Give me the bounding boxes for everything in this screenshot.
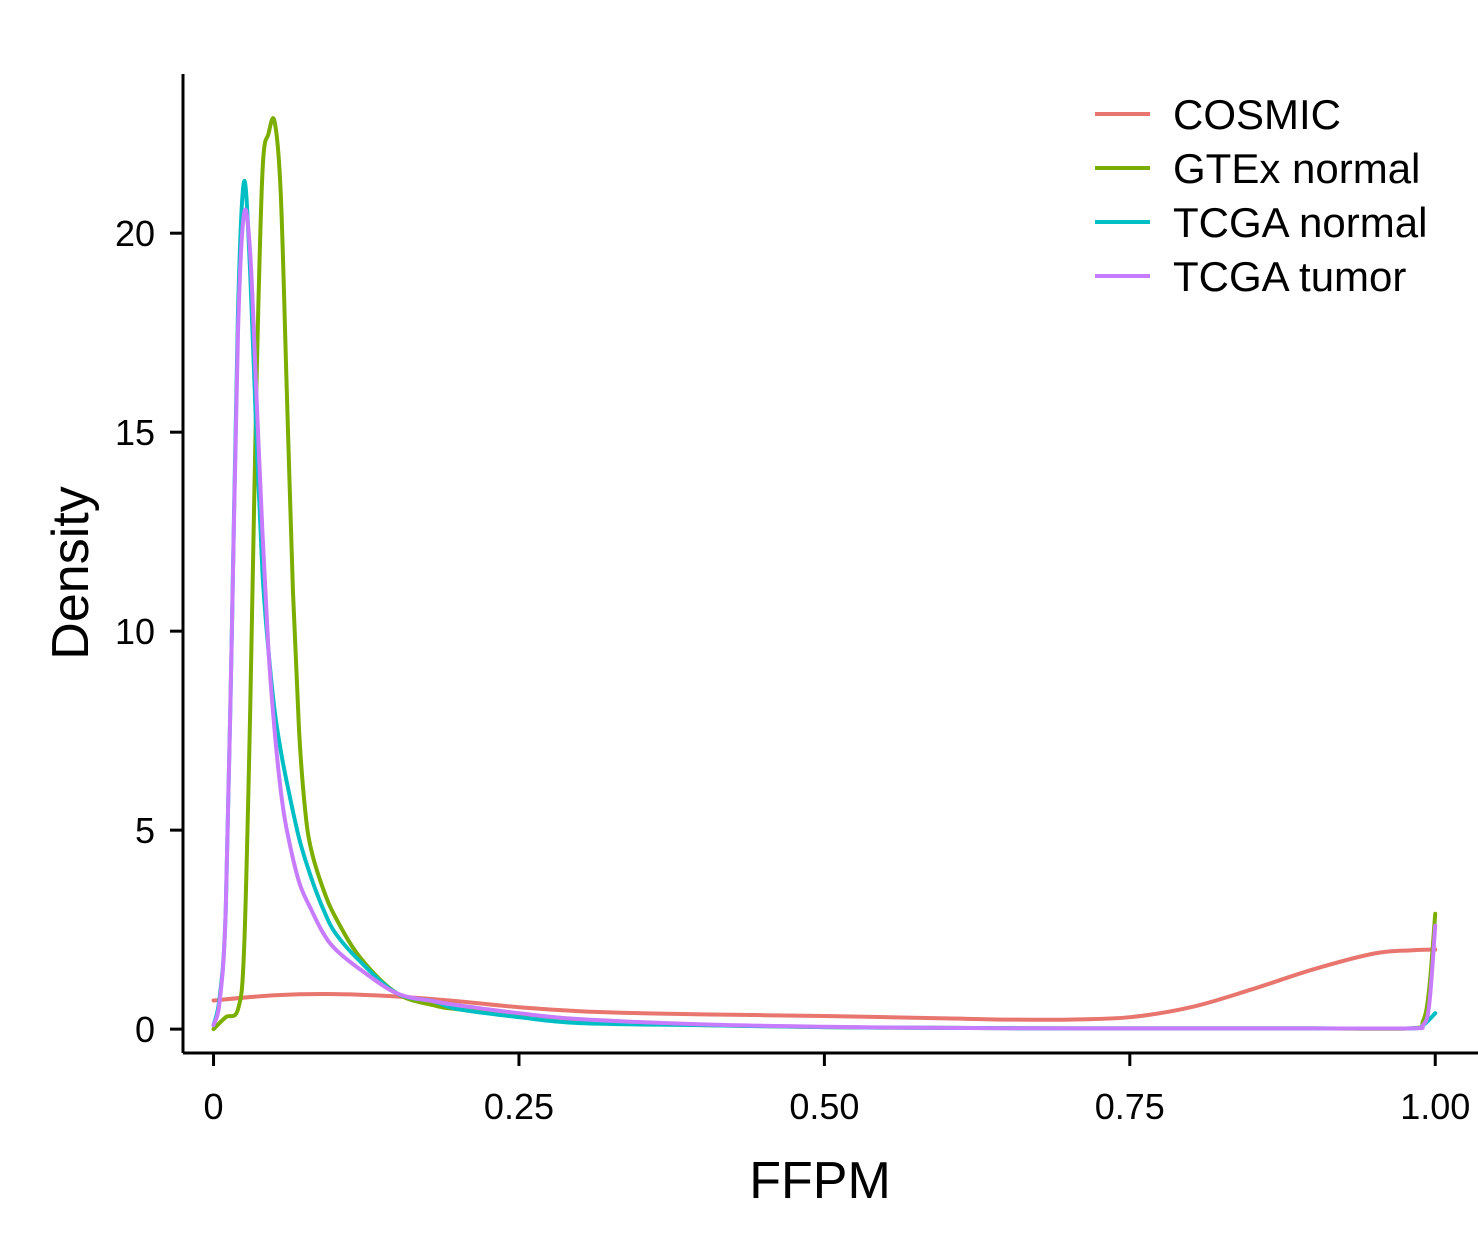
- y-axis-title: Density: [42, 486, 100, 659]
- x-axis-ticks: 0 0.25 0.50 0.75 1.00: [204, 1053, 1470, 1127]
- y-tick-label: 10: [115, 611, 155, 652]
- x-tick-label: 1.00: [1400, 1086, 1470, 1127]
- legend-label: GTEx normal: [1173, 145, 1420, 192]
- series-line-tcga-normal: [211, 179, 1438, 1031]
- x-tick-label: 0.25: [484, 1086, 554, 1127]
- y-tick-label: 0: [135, 1009, 155, 1050]
- legend-label: TCGA tumor: [1173, 253, 1406, 300]
- legend: COSMIC GTEx normal TCGA normal TCGA tumor: [1095, 91, 1427, 300]
- y-axis-ticks: 0 5 10 15 20: [115, 213, 183, 1050]
- y-tick-label: 20: [115, 213, 155, 254]
- x-axis-title: FFPM: [749, 1152, 891, 1210]
- y-tick-label: 15: [115, 412, 155, 453]
- series-lines: [211, 116, 1438, 1032]
- x-tick-label: 0.50: [789, 1086, 859, 1127]
- legend-label: TCGA normal: [1173, 199, 1427, 246]
- series-line-cosmic: [211, 947, 1438, 1022]
- series-line-tcga-tumor: [211, 207, 1438, 1031]
- x-tick-label: 0: [204, 1086, 224, 1127]
- legend-label: COSMIC: [1173, 91, 1341, 138]
- x-tick-label: 0.75: [1095, 1086, 1165, 1127]
- y-tick-label: 5: [135, 810, 155, 851]
